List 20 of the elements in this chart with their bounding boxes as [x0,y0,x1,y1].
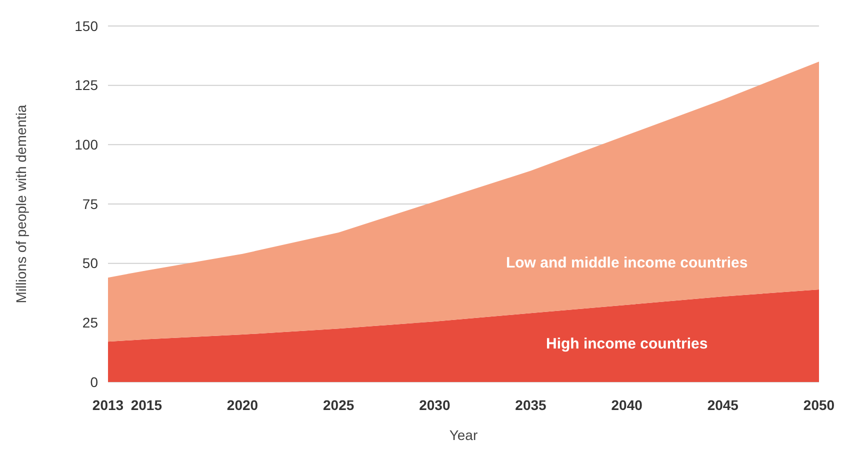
x-tick-label: 2030 [419,397,450,413]
y-tick-label: 50 [82,255,98,272]
series-label: Low and middle income countries [506,254,748,272]
y-tick-label: 75 [82,196,98,212]
x-tick-label: 2020 [226,397,258,413]
x-tick-label: 2015 [130,397,162,413]
x-tick-label: 2013 [92,397,124,413]
x-tick-label: 2035 [515,397,547,413]
y-tick-label: 25 [82,314,98,331]
y-tick-label: 125 [74,77,98,94]
y-tick-label: 150 [74,18,98,34]
x-axis-title: Year [449,427,478,443]
x-tick-label: 2045 [707,397,739,413]
series-label: High income countries [546,336,708,353]
x-tick-label: 2040 [611,397,643,413]
y-tick-label: 100 [74,136,98,153]
y-axis-title: Millions of people with dementia [13,104,29,304]
x-tick-label: 2050 [803,397,835,413]
x-tick-label: 2025 [323,397,354,413]
y-tick-label: 0 [90,374,98,390]
